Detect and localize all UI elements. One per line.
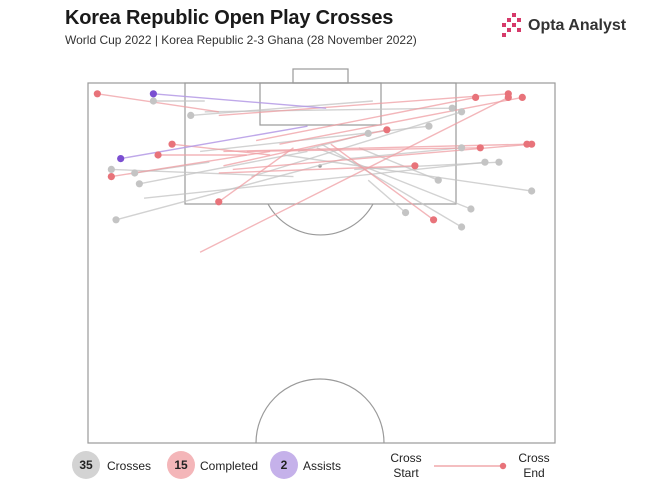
cross-line-incomplete <box>321 143 462 228</box>
cross-start-completed <box>215 198 223 206</box>
cross-start-assist <box>149 90 157 98</box>
cross-start-incomplete <box>528 187 536 195</box>
cross-line-completed <box>171 143 271 156</box>
cross-line-incomplete <box>111 168 294 178</box>
cross-lines <box>97 93 532 253</box>
cross-start-incomplete <box>425 122 433 130</box>
cross-start-incomplete <box>187 111 195 119</box>
cross-line-incomplete <box>115 157 346 221</box>
penalty-arc <box>267 203 374 236</box>
key-cross-end-line2: End <box>523 466 545 480</box>
key-cross-end: Cross End <box>514 451 554 481</box>
cross-start-completed <box>472 93 480 101</box>
cross-start-completed <box>107 173 115 181</box>
cross-start-assist <box>117 155 125 163</box>
key-cross-end-line1: Cross <box>518 451 550 465</box>
assists-badge: 2 <box>270 451 298 479</box>
cross-start-incomplete <box>495 158 503 166</box>
cross-start-incomplete <box>112 216 120 224</box>
cross-start-completed <box>383 126 391 134</box>
cross-line-incomplete <box>358 147 439 181</box>
cross-line-completed <box>218 93 509 117</box>
cross-line-assist <box>153 93 327 109</box>
cross-line-completed <box>199 96 509 253</box>
cross-line-incomplete <box>284 154 532 192</box>
assists-label: Assists <box>303 459 342 473</box>
brand-name: Opta Analyst <box>528 17 627 34</box>
total-crosses-badge: 35 <box>72 451 100 479</box>
cross-line-completed <box>218 165 415 174</box>
cross-start-completed <box>93 90 101 98</box>
cross-start-incomplete <box>458 223 466 231</box>
pitch-markings <box>87 68 556 444</box>
cross-key-line-icon <box>434 462 507 470</box>
cross-start-completed <box>168 140 176 148</box>
cross-line-completed <box>218 147 294 203</box>
cross-start-completed <box>429 216 438 224</box>
key-cross-start-line1: Cross <box>390 451 422 465</box>
cross-line-incomplete <box>251 111 462 178</box>
cross-line-assist <box>120 125 308 160</box>
cross-line-incomplete <box>143 161 486 199</box>
cross-line-completed <box>223 143 527 153</box>
cross-line-completed <box>97 93 219 113</box>
cross-start-completed <box>154 151 162 159</box>
cross-start-points <box>93 90 536 231</box>
cross-start-incomplete <box>149 97 157 105</box>
cross-start-incomplete <box>131 169 139 177</box>
cross-start-completed <box>518 93 526 101</box>
cross-start-completed <box>411 162 419 170</box>
cross-line-completed <box>330 143 434 221</box>
goal <box>292 68 349 84</box>
cross-start-incomplete <box>458 108 466 116</box>
cross-line-completed <box>279 96 523 145</box>
cross-start-incomplete <box>434 176 442 184</box>
cross-line-completed <box>223 129 388 167</box>
cross-start-completed <box>476 144 484 152</box>
cross-line-incomplete <box>190 100 373 117</box>
cross-start-incomplete <box>401 209 410 217</box>
cross-start-completed <box>528 140 536 148</box>
cross-start-incomplete <box>448 104 456 112</box>
key-cross-start: Cross Start <box>386 451 426 481</box>
cross-line-completed <box>246 147 481 153</box>
cross-start-incomplete <box>364 129 372 137</box>
cross-line-completed <box>255 96 476 142</box>
completed-crosses-badge: 15 <box>167 451 195 479</box>
key-cross-start-line2: Start <box>393 466 419 480</box>
pitch-outline <box>87 82 556 444</box>
cross-line-incomplete <box>200 125 429 153</box>
cross-line-incomplete <box>349 147 462 160</box>
pitch-chart <box>87 68 556 444</box>
opta-logo-icon <box>502 13 521 37</box>
cross-line-incomplete <box>354 161 499 171</box>
completed-crosses-label: Completed <box>200 459 259 473</box>
total-crosses-label: Crosses <box>107 459 152 473</box>
cross-start-incomplete <box>458 144 466 152</box>
cross-start-completed <box>504 93 512 101</box>
cross-start-incomplete <box>481 158 489 166</box>
cross-line-incomplete <box>316 147 472 210</box>
cross-line-incomplete <box>367 179 407 214</box>
cross-line-incomplete <box>139 150 308 185</box>
chart-title: Korea Republic Open Play Crosses <box>65 7 394 29</box>
cross-start-incomplete <box>467 205 475 213</box>
cross-start-incomplete <box>107 165 115 173</box>
cross-start-incomplete <box>135 180 143 188</box>
chart-subtitle: World Cup 2022 | Korea Republic 2-3 Ghan… <box>65 33 417 47</box>
centre-circle <box>255 378 385 444</box>
